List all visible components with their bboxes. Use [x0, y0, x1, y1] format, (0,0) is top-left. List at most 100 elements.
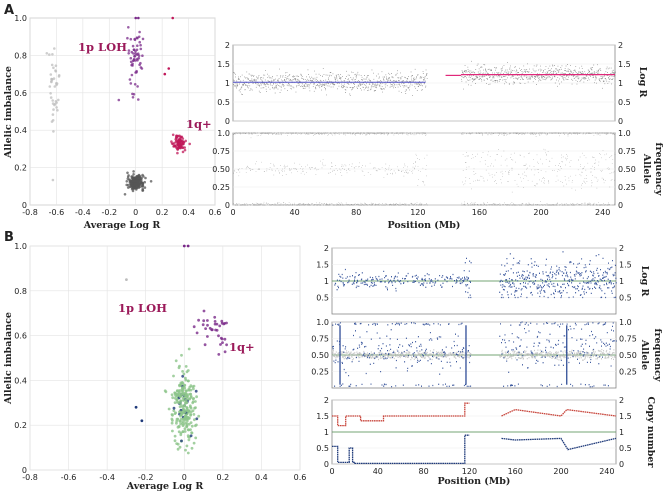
y-tick-label-left: 0.5: [217, 98, 230, 107]
y-tick-label: 0.2: [14, 164, 27, 173]
scatter-point-normal: [187, 347, 191, 351]
scatter-point-normal: [181, 420, 185, 423]
b-baf-ylabel-1: Allele: [639, 339, 650, 370]
scatter-point-1q-: [223, 337, 227, 341]
scatter-point-1p-loh: [137, 98, 140, 101]
y-tick-label-right: 0.25: [618, 183, 636, 192]
scatter-point-outliers: [52, 66, 55, 70]
y-tick-label-right: 0.75: [618, 147, 636, 156]
y-tick-label: 0.4: [14, 376, 27, 385]
y-tick-label-left: 0.25: [311, 368, 329, 377]
scatter-point-normal: [186, 428, 190, 432]
logr-points: [233, 60, 616, 97]
scatter-point-normal: [176, 442, 180, 446]
scatter-point-normal: [183, 427, 187, 431]
x-tick-label: 40: [373, 467, 383, 476]
scatter-point-outliers: [54, 69, 57, 72]
scatter-point-normal: [187, 409, 191, 412]
y-tick-label-left: 0.75: [212, 147, 230, 156]
y-tick-label-left: 1: [225, 79, 230, 88]
scatter-point-outliers: [55, 82, 58, 85]
scatter-point-extra: [182, 244, 186, 248]
y-tick-label-right: 0: [618, 117, 623, 126]
a-baf-ylabel-2: frequency: [653, 143, 664, 196]
scatter-point-outliers: [48, 53, 51, 56]
scatter-point-normal: [142, 175, 145, 178]
scatter-point-normal: [179, 402, 182, 405]
x-tick-label: -0.8: [22, 473, 38, 482]
y-tick-label: 0: [22, 201, 27, 210]
scatter-point-normal: [194, 389, 198, 393]
scatter-point-1q-: [179, 139, 183, 143]
scatter-point-1p-loh: [139, 43, 142, 47]
scatter-point-normal: [171, 429, 174, 433]
scatter-point-1p-loh: [133, 83, 137, 86]
y-tick-label-left: 1: [324, 428, 329, 437]
baf-points: [332, 321, 617, 388]
scatter-point-1p-loh: [195, 331, 199, 335]
scatter-point-1p-loh: [138, 40, 141, 44]
scatter-point-normal: [195, 423, 198, 427]
scatter-point-normal: [185, 406, 189, 410]
scatter-point-normal: [191, 400, 195, 403]
scatter-point-1p-loh: [133, 55, 136, 58]
scatter-point-normal: [182, 404, 186, 407]
scatter-point-normal: [190, 424, 194, 428]
scatter-point-outliers: [53, 102, 57, 106]
scatter-point-1p-loh: [131, 96, 135, 99]
scatter-point-normal: [191, 385, 195, 389]
scatter-point-1p-loh: [137, 35, 141, 39]
scatter-point-1p-loh: [206, 335, 209, 338]
scatter-point-normal: [138, 176, 141, 179]
scatter-point-normal: [125, 183, 128, 187]
scatter-point-normal: [181, 388, 185, 392]
scatter-point-normal: [180, 404, 184, 408]
scatter-point-outliers: [49, 73, 53, 76]
y-tick-label-right: 1: [619, 428, 624, 437]
scatter-point-normal: [125, 180, 129, 183]
scatter-point-1q-: [178, 142, 182, 145]
scatter-point-outliers: [49, 92, 52, 95]
y-tick-label-left: 0.50: [212, 165, 230, 174]
scatter-point-outliers: [56, 109, 59, 112]
y-tick-label-left: 1.0: [217, 129, 230, 138]
scatter-point-normal: [185, 395, 189, 398]
scatter-point-normal: [187, 417, 191, 420]
scatter-point-normal: [134, 182, 137, 186]
scatter-point-normal: [133, 180, 137, 183]
scatter-point-normal: [175, 398, 179, 402]
scatter-point-extra: [186, 244, 190, 248]
b-logr-grid: [332, 247, 616, 298]
x-tick-label: 160: [508, 467, 523, 476]
x-tick-label: 40: [290, 208, 300, 217]
scatter-point-1q-: [219, 343, 222, 346]
x-tick-label: 0: [133, 208, 138, 217]
scatter-point-normal: [173, 434, 177, 438]
scatter-point-normal: [179, 392, 183, 396]
scatter-point-extra: [134, 405, 138, 409]
y-tick-label: 1.0: [14, 242, 27, 251]
scatter-point-1q-: [181, 150, 185, 154]
y-tick-label-right: 1.0: [619, 318, 632, 327]
scatter-point-normal: [176, 417, 180, 421]
scatter-point-normal: [136, 179, 139, 182]
y-tick-label-left: 0.5: [316, 294, 329, 303]
b-logr-points: [334, 251, 617, 299]
scatter-point-1p-loh: [129, 60, 133, 64]
x-tick-label: 120: [410, 208, 425, 217]
scatter-point-normal: [192, 441, 196, 445]
a-logr-grid: [233, 44, 615, 122]
x-tick-label: 0: [230, 208, 235, 217]
scatter-point-normal: [188, 397, 191, 401]
scatter-point-outliers: [51, 99, 54, 102]
x-tick-label: -0.4: [99, 473, 115, 482]
scatter-point-1q-: [218, 324, 222, 328]
scatter-point-normal: [190, 431, 194, 435]
scatter-point-1p-loh: [220, 319, 224, 323]
b-copynumber: 0 00.5 0.51 11.5 1.52 2 0 40 80 120 160 200 240 Cop…: [316, 396, 656, 487]
scatter-point-normal: [186, 434, 190, 437]
scatter-point-normal: [194, 436, 198, 440]
scatter-point-normal: [131, 175, 134, 178]
x-tick-label: 0.4: [182, 208, 195, 217]
